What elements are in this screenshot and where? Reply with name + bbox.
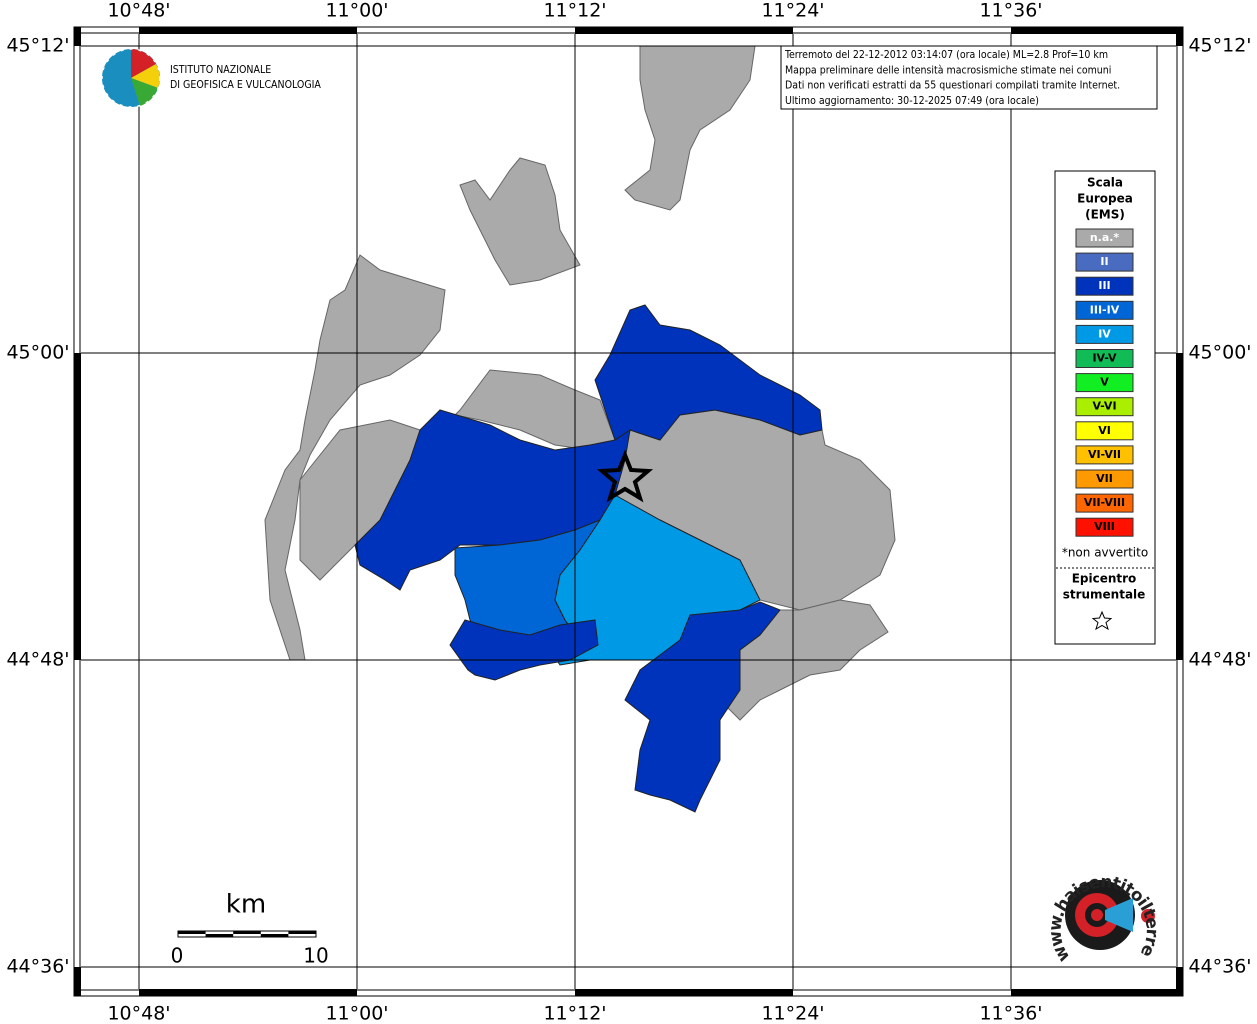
info-box xyxy=(780,45,1158,110)
scale-end: 10 xyxy=(303,944,328,968)
info-line: Mappa preliminare delle intensità macros… xyxy=(785,64,1111,76)
institute-name: ISTITUTO NAZIONALE xyxy=(170,64,271,76)
legend-label: VI xyxy=(1098,424,1111,437)
legend-label: IV-V xyxy=(1092,352,1117,365)
legend-label: VI-VII xyxy=(1088,448,1121,461)
lon-label: 11°00' xyxy=(325,0,388,22)
info-line: Terremoto del 22-12-2012 03:14:07 (ora l… xyxy=(784,49,1108,61)
scale-bar: km 0 10 xyxy=(171,890,329,968)
legend-swatch xyxy=(1075,397,1134,417)
area xyxy=(449,619,599,681)
legend-title: Scala xyxy=(1087,176,1123,190)
area xyxy=(624,45,756,211)
legend-label: III xyxy=(1098,279,1110,292)
scale-unit: km xyxy=(226,890,266,920)
frame-bars xyxy=(74,27,1183,996)
legend-label: V-VI xyxy=(1092,400,1116,413)
ingv-logo: ISTITUTO NAZIONALE DI GEOFISICA E VULCAN… xyxy=(101,48,321,108)
lat-label: 45°12' xyxy=(1188,35,1251,57)
lon-label: 11°12' xyxy=(543,1003,606,1024)
lat-label: 44°48' xyxy=(1188,649,1251,671)
area xyxy=(594,304,823,441)
info-line: Dati non verificati estratti da 55 quest… xyxy=(785,80,1120,92)
scale-start: 0 xyxy=(171,944,184,968)
lat-label: 45°12' xyxy=(6,35,69,57)
legend-label: III-IV xyxy=(1090,303,1120,316)
legend-swatch xyxy=(1075,493,1134,513)
legend-label: V xyxy=(1100,376,1109,389)
legend-note: *non avvertito xyxy=(1062,546,1148,560)
legend-epicenter: Epicentro xyxy=(1072,572,1137,586)
legend-label: VII-VIII xyxy=(1084,496,1125,509)
legend-swatch xyxy=(1075,445,1134,465)
legend-swatch xyxy=(1075,228,1134,248)
legend-swatch xyxy=(1075,517,1134,537)
legend-title: (EMS) xyxy=(1085,208,1125,222)
legend-label: VII xyxy=(1096,472,1113,485)
legend-swatch xyxy=(1075,421,1134,441)
lon-label: 11°36' xyxy=(979,1003,1042,1024)
institute-name: DI GEOFISICA E VULCANOLOGIA xyxy=(170,79,321,91)
legend-label: n.a.* xyxy=(1090,231,1120,244)
epicenter-star xyxy=(596,449,654,503)
graticule xyxy=(81,34,1176,989)
info-line: Ultimo aggiornamento: 30-12-2025 07:49 (… xyxy=(785,95,1039,107)
legend-swatch xyxy=(1075,276,1134,296)
municipalities xyxy=(264,45,896,813)
area xyxy=(459,157,581,286)
lon-label: 11°24' xyxy=(761,0,824,22)
area xyxy=(624,601,781,813)
lon-label: 10°48' xyxy=(107,0,170,22)
lon-label: 11°12' xyxy=(543,0,606,22)
legend-swatch xyxy=(1075,373,1134,393)
legend-swatch xyxy=(1075,300,1134,320)
legend-label: IV xyxy=(1098,327,1111,340)
lat-label: 45°00' xyxy=(1188,342,1251,364)
lat-label: 44°48' xyxy=(6,649,69,671)
lon-label: 11°36' xyxy=(979,0,1042,22)
legend-star xyxy=(1091,610,1113,631)
lon-label: 11°24' xyxy=(761,1003,824,1024)
area xyxy=(264,254,446,661)
legend-label: II xyxy=(1100,255,1108,268)
legend-label: VIII xyxy=(1094,520,1115,533)
legend-swatch xyxy=(1075,324,1134,344)
lat-label: 44°36' xyxy=(1188,956,1251,978)
lat-label: 44°36' xyxy=(6,956,69,978)
legend-swatch xyxy=(1075,252,1134,272)
legend-swatch xyxy=(1075,349,1134,368)
legend-swatch xyxy=(1075,469,1134,489)
legend-epicenter: strumentale xyxy=(1063,588,1146,602)
lon-label: 11°00' xyxy=(325,1003,388,1024)
legend-title: Europea xyxy=(1077,192,1133,206)
lat-label: 45°00' xyxy=(6,342,69,364)
lon-label: 10°48' xyxy=(107,1003,170,1024)
